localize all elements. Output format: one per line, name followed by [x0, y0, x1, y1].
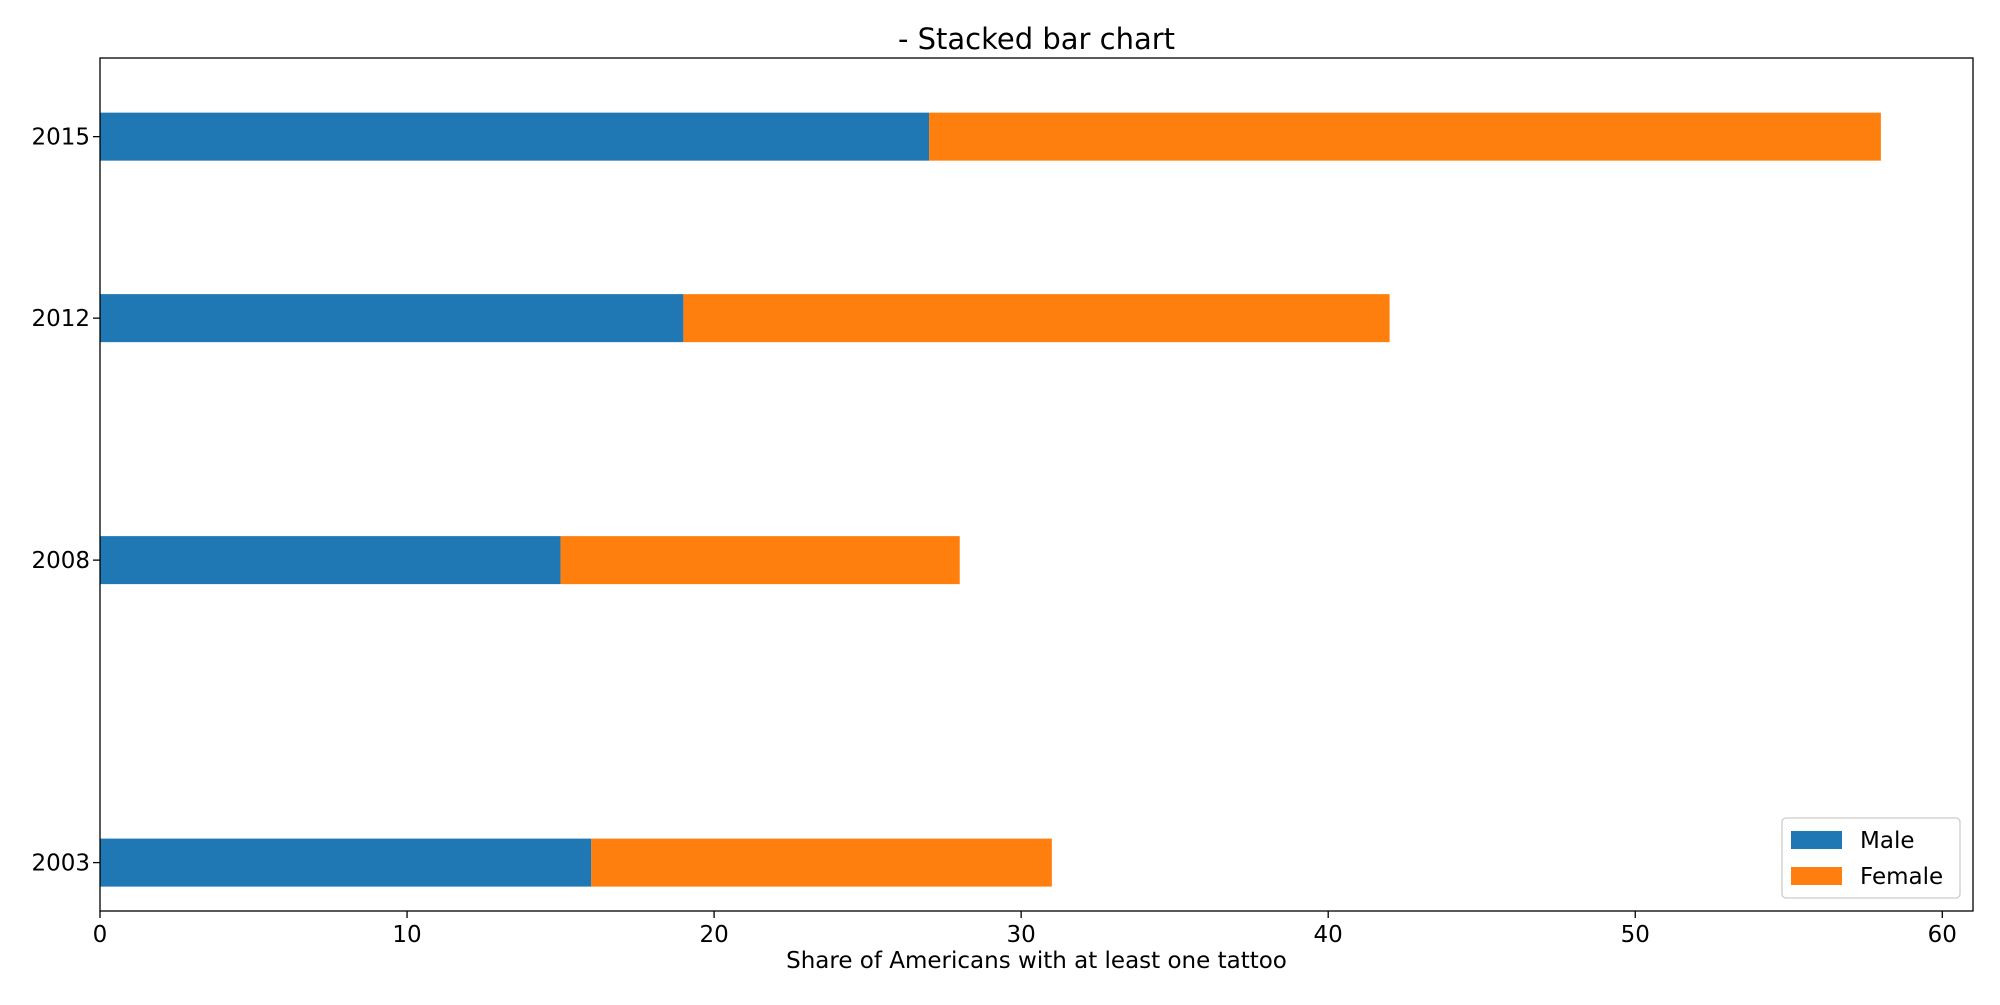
x-tick-label-60: 60	[1928, 922, 1957, 948]
x-tick-label-50: 50	[1621, 922, 1650, 948]
bars-layer	[100, 112, 1881, 887]
legend-label-female: Female	[1860, 864, 1943, 890]
x-tick-label-0: 0	[93, 922, 108, 948]
bar-female-2003	[591, 838, 1052, 887]
plot-frame	[99, 57, 1974, 912]
bar-male-2012	[100, 294, 684, 343]
bar-female-2008	[560, 536, 960, 585]
x-tick-label-10: 10	[392, 922, 421, 948]
x-axis-label: Share of Americans with at least one tat…	[786, 948, 1287, 974]
bar-male-2003	[100, 838, 592, 887]
bar-male-2015	[100, 112, 930, 161]
legend-swatch-female	[1791, 867, 1842, 885]
x-tick-label-30: 30	[1007, 922, 1036, 948]
y-axis: 2003 2008 2012 2015	[31, 125, 100, 877]
x-tick-label-20: 20	[699, 922, 728, 948]
bar-male-2008	[100, 536, 561, 585]
x-tick-label-40: 40	[1314, 922, 1343, 948]
bar-female-2012	[683, 294, 1390, 343]
y-tick-label-2015: 2015	[31, 125, 90, 151]
legend-label-male: Male	[1860, 828, 1914, 854]
y-tick-label-2008: 2008	[31, 548, 90, 574]
chart-title: - Stacked bar chart	[898, 22, 1175, 56]
legend: Male Female	[1781, 817, 1961, 899]
y-tick-label-2003: 2003	[31, 851, 90, 877]
y-tick-label-2012: 2012	[31, 306, 90, 332]
bar-female-2015	[929, 112, 1881, 161]
x-axis: 0 10 20 30 40 50 60	[93, 911, 1957, 948]
legend-swatch-male	[1791, 831, 1842, 849]
